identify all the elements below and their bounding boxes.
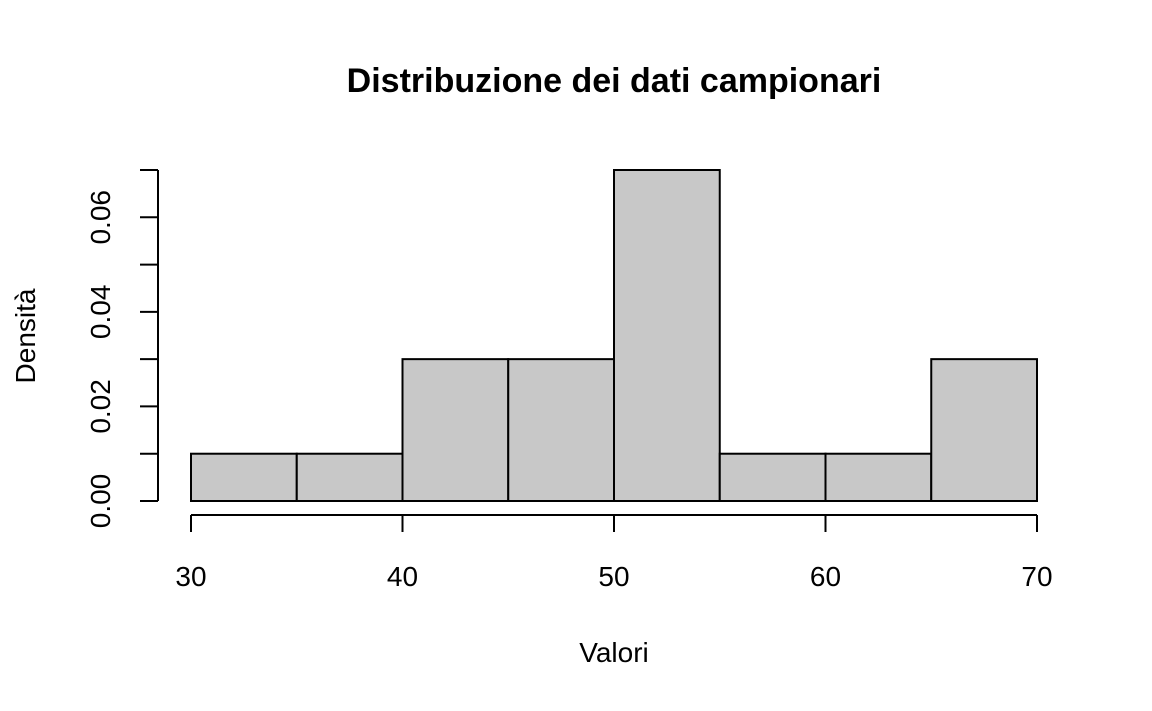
histogram-bar-1 xyxy=(295,452,404,503)
x-axis-label: Valori xyxy=(579,637,649,668)
histogram-bar-4 xyxy=(613,169,721,502)
y-tick-label: 0.00 xyxy=(85,474,116,529)
x-tick-label: 40 xyxy=(387,561,418,592)
x-tick-label: 30 xyxy=(175,561,206,592)
histogram-bar-6 xyxy=(824,452,933,503)
histogram-bar-3 xyxy=(507,358,615,502)
histogram-bar-2 xyxy=(401,358,510,502)
bars-group xyxy=(190,169,1038,503)
y-axis-label: Densità xyxy=(10,288,41,383)
y-axis: 0.00 0.02 0.04 0.06 xyxy=(85,169,159,529)
y-tick-label: 0.02 xyxy=(85,379,116,434)
x-axis: 30 40 50 60 70 xyxy=(175,514,1053,592)
y-tick-label: 0.06 xyxy=(85,190,116,245)
y-tick-label: 0.04 xyxy=(85,285,116,340)
chart-title: Distribuzione dei dati campionari xyxy=(347,62,882,100)
histogram-bar-7 xyxy=(930,358,1038,502)
x-tick-label: 60 xyxy=(810,561,841,592)
histogram-bar-5 xyxy=(718,452,827,503)
x-tick-label: 70 xyxy=(1021,561,1052,592)
histogram-bar-0 xyxy=(190,452,298,503)
x-tick-label: 50 xyxy=(598,561,629,592)
